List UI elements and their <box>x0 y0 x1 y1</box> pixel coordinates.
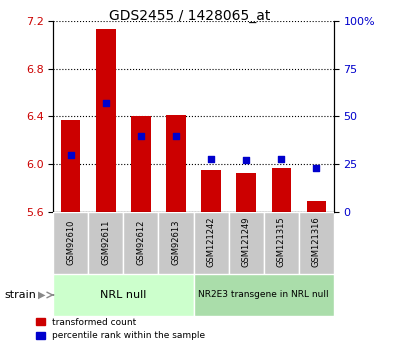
Bar <box>53 274 194 316</box>
Text: strain: strain <box>4 290 36 300</box>
Point <box>313 165 320 171</box>
Bar <box>194 212 229 274</box>
Text: GSM92610: GSM92610 <box>66 219 75 265</box>
Point <box>208 156 214 161</box>
Point <box>243 158 249 163</box>
Text: GSM92613: GSM92613 <box>171 219 181 265</box>
Bar <box>96 29 116 212</box>
Text: NRL null: NRL null <box>100 290 147 300</box>
Text: GSM92611: GSM92611 <box>102 219 111 265</box>
Point <box>278 156 284 161</box>
Text: GSM121249: GSM121249 <box>242 217 251 267</box>
Point <box>138 133 144 138</box>
Bar <box>264 212 299 274</box>
Legend: transformed count, percentile rank within the sample: transformed count, percentile rank withi… <box>36 318 205 341</box>
Text: GDS2455 / 1428065_at: GDS2455 / 1428065_at <box>109 9 270 23</box>
Text: ▶: ▶ <box>38 290 45 300</box>
Bar <box>307 201 326 212</box>
Text: GSM121315: GSM121315 <box>276 217 286 267</box>
Bar <box>229 212 263 274</box>
Point <box>173 133 179 138</box>
Bar <box>123 212 158 274</box>
Point <box>103 100 109 106</box>
Bar <box>194 274 334 316</box>
Point <box>68 152 74 157</box>
Bar <box>88 212 123 274</box>
Bar <box>201 170 221 212</box>
Bar <box>131 117 150 212</box>
Bar <box>53 212 88 274</box>
Bar <box>237 173 256 212</box>
Text: GSM121242: GSM121242 <box>207 217 216 267</box>
Bar <box>299 212 334 274</box>
Bar <box>158 212 194 274</box>
Bar <box>61 120 81 212</box>
Text: GSM121316: GSM121316 <box>312 217 321 267</box>
Bar <box>166 115 186 212</box>
Text: NR2E3 transgene in NRL null: NR2E3 transgene in NRL null <box>198 290 329 299</box>
Text: GSM92612: GSM92612 <box>136 219 145 265</box>
Bar <box>271 168 291 212</box>
